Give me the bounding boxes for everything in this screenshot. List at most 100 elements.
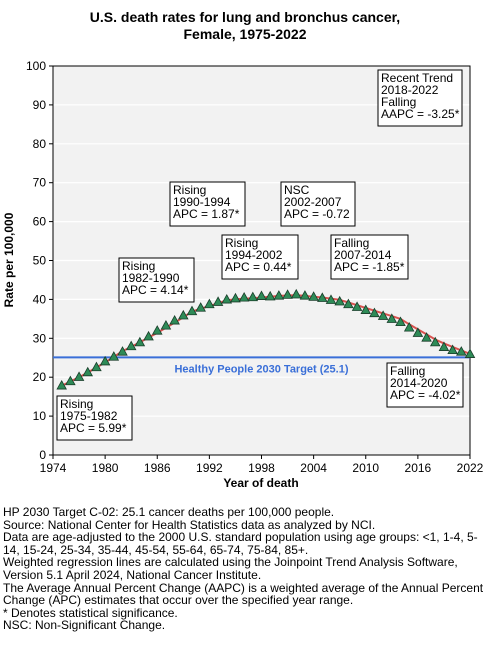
y-tick-label: 20 — [33, 370, 47, 384]
annotation-text: APC = 5.99* — [60, 421, 127, 435]
data-point — [325, 294, 337, 304]
annotation-box — [56, 395, 133, 441]
annotation-text: 2018-2022 — [381, 83, 439, 97]
data-point — [456, 346, 467, 356]
data-point — [438, 341, 450, 351]
annotation-text: NSC — [284, 183, 310, 197]
x-axis-title: Year of death — [223, 476, 298, 490]
y-tick-label: 80 — [33, 137, 47, 151]
annotation-text: 2007-2014 — [334, 248, 392, 262]
data-point — [282, 289, 293, 299]
data-point — [299, 290, 311, 300]
x-tick-label: 2010 — [352, 461, 379, 475]
data-point — [169, 314, 180, 325]
annotation-text: APC = -4.02* — [390, 388, 461, 402]
data-point — [143, 330, 154, 341]
y-tick-label: 100 — [26, 59, 46, 73]
annotation-text: 1975-1982 — [60, 409, 118, 423]
data-point — [125, 340, 137, 351]
annotation-text: Rising — [60, 397, 93, 411]
data-point — [351, 301, 363, 311]
y-tick-label: 60 — [33, 215, 47, 229]
footnote-source: Source: National Center for Health Stati… — [3, 517, 376, 532]
x-tick-label: 1998 — [248, 461, 275, 475]
data-point — [221, 293, 233, 304]
data-point — [99, 355, 111, 366]
y-tick-label: 10 — [33, 409, 47, 423]
data-point — [160, 320, 172, 330]
data-point — [369, 307, 380, 318]
annotation-text: Falling — [390, 364, 425, 378]
y-axis-title: Rate per 100,000 — [2, 212, 16, 307]
data-point — [117, 346, 128, 356]
death-rate-chart: U.S. death rates for lung and bronchus c… — [2, 9, 484, 490]
x-tick-label: 1980 — [92, 461, 119, 475]
footnote-aapc: The Average Annual Percent Change (AAPC)… — [3, 580, 484, 608]
data-point — [429, 336, 441, 347]
annotation-box — [386, 362, 464, 408]
data-point — [91, 361, 102, 372]
annotation-text: 2014-2020 — [390, 376, 448, 390]
footnote-target: HP 2030 Target C-02: 25.1 cancer deaths … — [3, 505, 335, 519]
data-point — [56, 379, 67, 390]
data-point — [108, 351, 120, 361]
annotation-box — [221, 234, 299, 280]
y-tick-label: 40 — [33, 292, 47, 306]
data-point — [151, 325, 163, 335]
data-point — [134, 336, 146, 347]
annotation-box — [330, 234, 409, 280]
data-point — [421, 332, 432, 342]
annotation-text: Rising — [122, 259, 155, 273]
annotation-text: 1982-1990 — [122, 271, 180, 285]
data-point — [82, 366, 94, 377]
x-tick-label: 2022 — [457, 461, 484, 475]
data-point — [395, 316, 406, 327]
y-tick-label: 90 — [33, 98, 47, 112]
target-label: Healthy People 2030 Target (25.1) — [174, 363, 348, 375]
data-point — [195, 302, 206, 312]
data-point — [308, 291, 319, 301]
annotation-box — [169, 181, 246, 227]
x-tick-label: 2016 — [405, 461, 432, 475]
annotation-box — [280, 181, 356, 227]
data-point — [212, 296, 224, 306]
data-point — [403, 321, 415, 332]
annotation-text: APC = 1.87* — [173, 207, 240, 221]
y-tick-label: 70 — [33, 176, 47, 190]
data-point — [464, 348, 476, 358]
footnote-regression: Weighted regression lines are calculated… — [3, 555, 458, 582]
annotation-box — [118, 257, 195, 303]
data-point — [178, 309, 189, 320]
data-point — [65, 375, 76, 386]
footnote-significance: * Denotes statistical significance. — [3, 605, 178, 620]
annotation-text: AAPC = -3.25* — [381, 107, 460, 121]
footnote-nsc: NSC: Non-Significant Change. — [3, 618, 166, 633]
x-tick-label: 1974 — [40, 461, 67, 475]
data-point — [204, 298, 215, 309]
annotation-text: Recent Trend — [381, 71, 453, 85]
data-point — [230, 292, 241, 303]
annotation-text: APC = -0.72 — [284, 207, 350, 221]
data-point — [377, 310, 389, 320]
data-point — [186, 305, 198, 316]
annotation-text: 2002-2007 — [284, 195, 342, 209]
y-tick-label: 30 — [33, 331, 47, 345]
data-point — [343, 298, 354, 309]
data-point — [317, 292, 328, 302]
y-tick-label: 50 — [33, 254, 47, 268]
data-point — [256, 290, 267, 300]
chart-title-line-2: Female, 1975-2022 — [184, 26, 307, 42]
annotation-box — [377, 69, 463, 127]
annotation-text: APC = 0.44* — [225, 260, 292, 274]
footnotes: HP 2030 Target C-02: 25.1 cancer deaths … — [3, 506, 489, 632]
annotation-text: Falling — [381, 95, 416, 109]
data-point — [73, 371, 85, 381]
annotation-text: APC = 4.14* — [122, 283, 189, 297]
annotation-text: 1990-1994 — [173, 195, 231, 209]
annotation-text: Falling — [334, 236, 369, 250]
x-tick-label: 2004 — [300, 461, 327, 475]
data-point — [447, 344, 458, 355]
plot-area: 0 10 20 30 40 50 60 70 80 90 100 1974 1980 1986 1992 19… — [26, 59, 484, 475]
x-tick-label: 1992 — [196, 461, 223, 475]
plot-frame — [52, 65, 471, 456]
